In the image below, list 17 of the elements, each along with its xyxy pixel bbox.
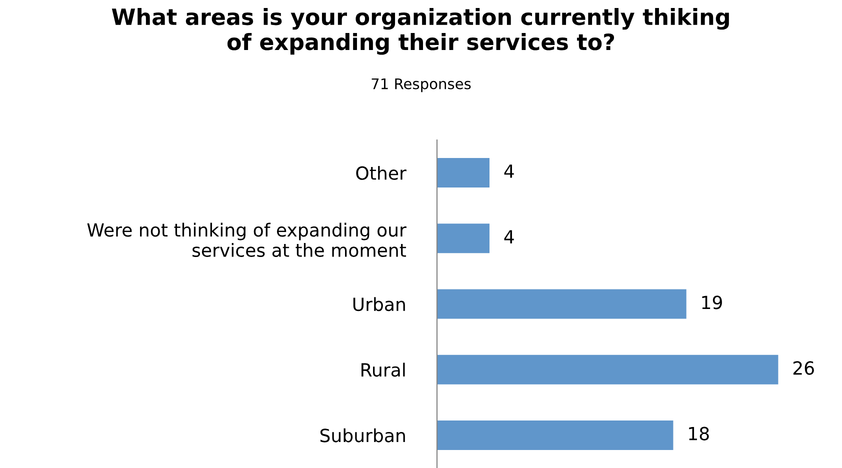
data-label: 18 bbox=[689, 426, 709, 440]
data-label: 26 bbox=[793, 361, 814, 375]
bar bbox=[437, 289, 686, 319]
chart-subtitle: 71 Responses bbox=[372, 78, 471, 92]
chart-title: What areas is your organization currently thiking of expanding their services to? bbox=[112, 8, 729, 55]
bar bbox=[437, 354, 778, 384]
y-tick-label: Other bbox=[356, 166, 406, 180]
bar bbox=[437, 158, 490, 188]
data-label: 19 bbox=[702, 296, 722, 310]
y-tick-label: Urban bbox=[353, 297, 405, 312]
bar bbox=[437, 420, 674, 450]
y-tick-label: Suburban bbox=[320, 428, 405, 442]
y-tick-label: Rural bbox=[362, 362, 405, 377]
data-label: 4 bbox=[504, 230, 514, 244]
data-label: 4 bbox=[504, 164, 514, 178]
y-tick-label: Were not thinking of expanding our services at the moment bbox=[87, 222, 406, 257]
bar bbox=[437, 224, 490, 254]
